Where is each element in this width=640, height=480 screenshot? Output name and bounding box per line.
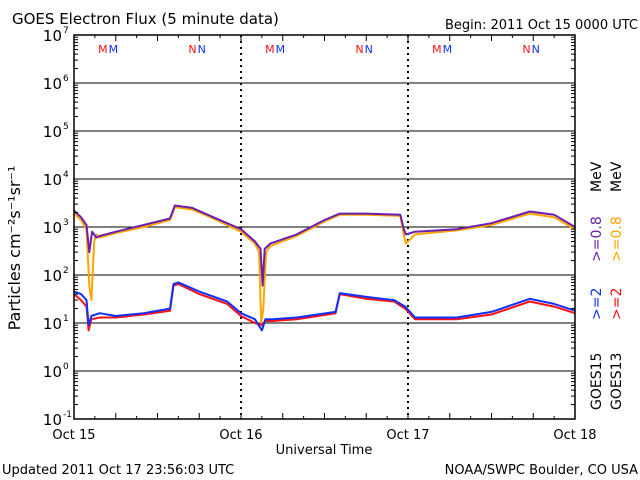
legend-goes13-satellite: GOES13 bbox=[609, 353, 625, 410]
y-tick-exponent: 7 bbox=[63, 26, 69, 36]
x-tick-label: Oct 16 bbox=[219, 428, 262, 443]
marker-goes15: N bbox=[198, 43, 206, 56]
x-tick-label: Oct 15 bbox=[52, 428, 95, 443]
marker-goes13: N bbox=[522, 43, 530, 56]
y-tick-label: 10 bbox=[43, 27, 62, 45]
y-tick-exponent: 6 bbox=[63, 74, 69, 84]
marker-goes13: M bbox=[432, 43, 442, 56]
plot-frame bbox=[73, 34, 576, 420]
x-tick-label: Oct 18 bbox=[553, 428, 596, 443]
legend-goes15-low: >=2 bbox=[589, 288, 605, 320]
y-tick-label: 10 bbox=[43, 123, 62, 141]
legend-goes13-low: >=2 bbox=[609, 288, 625, 320]
y-tick-exponent: 3 bbox=[63, 218, 69, 228]
y-tick-label: 10 bbox=[43, 171, 62, 189]
marker-goes15: N bbox=[365, 43, 373, 56]
y-tick-label: 10 bbox=[43, 411, 62, 429]
marker-goes13: N bbox=[188, 43, 196, 56]
marker-goes13: M bbox=[98, 43, 108, 56]
series-layer bbox=[73, 204, 576, 332]
y-tick-label: 10 bbox=[43, 75, 62, 93]
y-axis-label: Particles cm⁻²s⁻¹sr⁻¹ bbox=[5, 166, 24, 331]
y-tick-exponent: 0 bbox=[63, 362, 69, 372]
marker-goes13: M bbox=[265, 43, 275, 56]
y-tick-exponent: -1 bbox=[63, 410, 72, 420]
marker-goes15: M bbox=[276, 43, 286, 56]
credit-label: NOAA/SWPC Boulder, CO USA bbox=[445, 463, 638, 478]
y-tick-label: 10 bbox=[43, 363, 62, 381]
y-tick-label: 10 bbox=[43, 219, 62, 237]
y-tick-label: 10 bbox=[43, 315, 62, 333]
marker-goes15: M bbox=[109, 43, 119, 56]
x-axis-label: Universal Time bbox=[276, 443, 373, 458]
y-tick-exponent: 1 bbox=[63, 314, 69, 324]
marker-goes13: N bbox=[355, 43, 363, 56]
marker-goes15: N bbox=[532, 43, 540, 56]
legend-goes15-unit: MeV bbox=[589, 161, 605, 192]
x-tick-label: Oct 17 bbox=[386, 428, 429, 443]
y-tick-exponent: 2 bbox=[63, 266, 69, 276]
legend-goes13-unit: MeV bbox=[609, 161, 625, 192]
grid-layer bbox=[74, 35, 575, 419]
updated-timestamp: Updated 2011 Oct 17 23:56:03 UTC bbox=[2, 463, 234, 478]
legend-goes15-satellite: GOES15 bbox=[589, 353, 605, 410]
marker-goes15: M bbox=[443, 43, 453, 56]
series-line-goes15-0-8-mev bbox=[73, 204, 576, 287]
begin-label: Begin: 2011 Oct 15 0000 UTC bbox=[445, 18, 638, 33]
legend: GOES15 >=2 >=0.8 MeV GOES13 >=2 >=0.8 MeV bbox=[589, 161, 625, 410]
y-tick-exponent: 5 bbox=[63, 122, 69, 132]
y-tick-label: 10 bbox=[43, 267, 62, 285]
legend-goes15-high: >=0.8 bbox=[589, 216, 605, 262]
legend-goes13-high: >=0.8 bbox=[609, 216, 625, 262]
series-line-goes15-2-mev bbox=[73, 281, 576, 332]
chart-title: GOES Electron Flux (5 minute data) bbox=[12, 10, 279, 28]
y-tick-exponent: 4 bbox=[63, 170, 69, 180]
